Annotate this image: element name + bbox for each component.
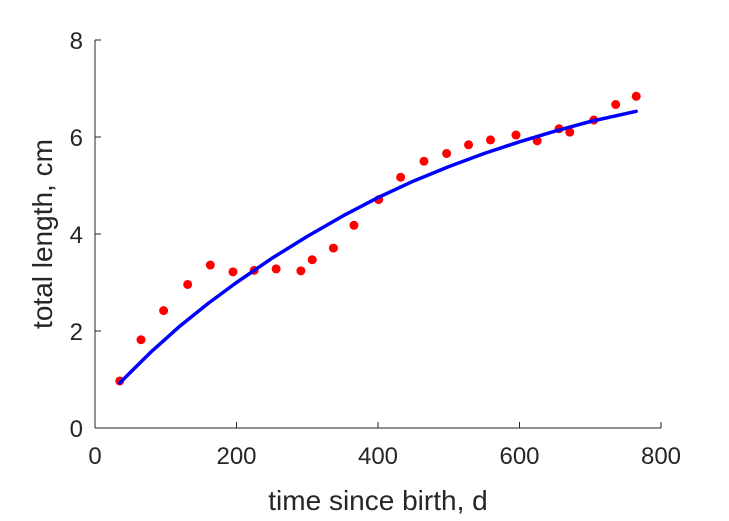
data-point: [205, 260, 215, 270]
data-point: [464, 140, 474, 150]
tick-labels: 0 200 400 600 800 0 2 4 6 8: [70, 28, 681, 470]
data-point: [419, 156, 429, 166]
x-tick-label: 400: [358, 443, 398, 470]
fit-curve: [118, 109, 638, 385]
data-point: [159, 306, 169, 316]
data-point: [228, 267, 238, 277]
data-point: [307, 255, 317, 265]
data-point: [442, 148, 452, 158]
data-point: [136, 335, 146, 345]
axes: [94, 39, 662, 429]
x-tick-label: 600: [499, 443, 539, 470]
y-tick-label: 8: [70, 28, 83, 55]
plot-area: [115, 91, 641, 386]
data-point: [511, 130, 521, 140]
y-tick-label: 4: [70, 222, 83, 249]
data-point: [349, 220, 359, 230]
data-point: [183, 279, 193, 289]
y-tick-label: 0: [70, 416, 83, 443]
y-tick-label: 6: [70, 125, 83, 152]
x-tick-label: 0: [88, 443, 101, 470]
data-point: [611, 100, 621, 110]
x-tick-label: 800: [641, 443, 681, 470]
data-point: [565, 127, 575, 137]
data-point: [485, 135, 495, 145]
data-point: [631, 91, 641, 101]
data-point: [271, 264, 281, 274]
data-point: [328, 243, 338, 253]
y-axis-title: total length, cm: [27, 139, 58, 329]
data-point: [396, 172, 406, 182]
x-axis-title: time since birth, d: [268, 485, 487, 516]
x-tick-label: 200: [216, 443, 256, 470]
data-point: [296, 266, 306, 276]
y-tick-label: 2: [70, 319, 83, 346]
